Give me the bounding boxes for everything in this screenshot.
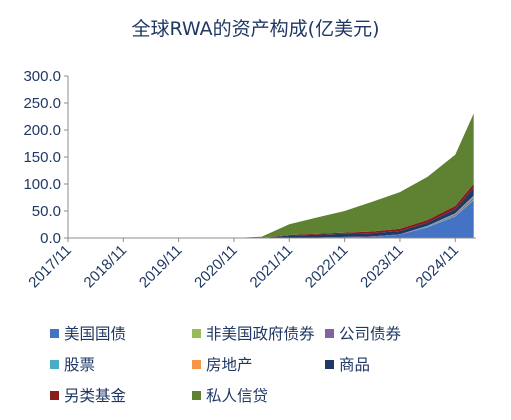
x-tick-label: 2021/11 (247, 242, 297, 292)
legend-swatch (192, 390, 201, 400)
area-series-7 (68, 113, 474, 238)
x-tick-label: 2018/11 (81, 242, 131, 292)
legend-swatch (50, 359, 59, 369)
legend-label: 私人信贷 (206, 387, 269, 405)
legend-label: 美国国债 (64, 325, 127, 343)
x-tick-label: 2020/11 (191, 242, 241, 292)
legend-item: 非美国政府债券 (192, 322, 315, 344)
legend-swatch (50, 328, 59, 338)
legend-label: 股票 (64, 356, 96, 374)
y-tick-label: 100.0 (23, 176, 61, 193)
legend-item: 房地产 (192, 353, 253, 375)
x-tick-label: 2024/11 (413, 242, 463, 292)
area-series-0 (68, 200, 474, 238)
y-tick-label: 250.0 (23, 95, 61, 112)
legend-swatch (325, 359, 334, 369)
legend-swatch (192, 359, 201, 369)
legend-item: 商品 (325, 353, 370, 375)
legend-label: 公司债券 (339, 325, 402, 343)
legend-swatch (192, 328, 201, 338)
legend-label: 房地产 (206, 356, 253, 374)
y-tick-label: 200.0 (23, 122, 61, 139)
y-tick-label: 300.0 (23, 68, 61, 85)
legend-item: 另类基金 (50, 384, 126, 406)
chart-title: 全球RWA的资产构成(亿美元) (131, 18, 380, 40)
legend-label: 商品 (339, 356, 371, 374)
x-tick-label: 2017/11 (25, 242, 75, 292)
y-tick-label: 150.0 (23, 149, 61, 166)
legend-item: 公司债券 (325, 322, 401, 344)
legend-item: 美国国债 (50, 322, 126, 344)
legend-label: 非美国政府债券 (206, 325, 315, 343)
x-tick-label: 2019/11 (136, 242, 186, 292)
area-series-group (68, 113, 474, 238)
x-tick-label: 2022/11 (302, 242, 352, 292)
x-tick-label: 2023/11 (357, 242, 407, 292)
y-tick-label: 50.0 (32, 203, 61, 220)
legend-label: 另类基金 (64, 387, 127, 405)
y-tick-label: 0.0 (40, 230, 61, 247)
legend-item: 私人信贷 (192, 384, 268, 406)
legend-swatch (325, 328, 334, 338)
legend-item: 股票 (50, 353, 95, 375)
legend-swatch (50, 390, 59, 400)
